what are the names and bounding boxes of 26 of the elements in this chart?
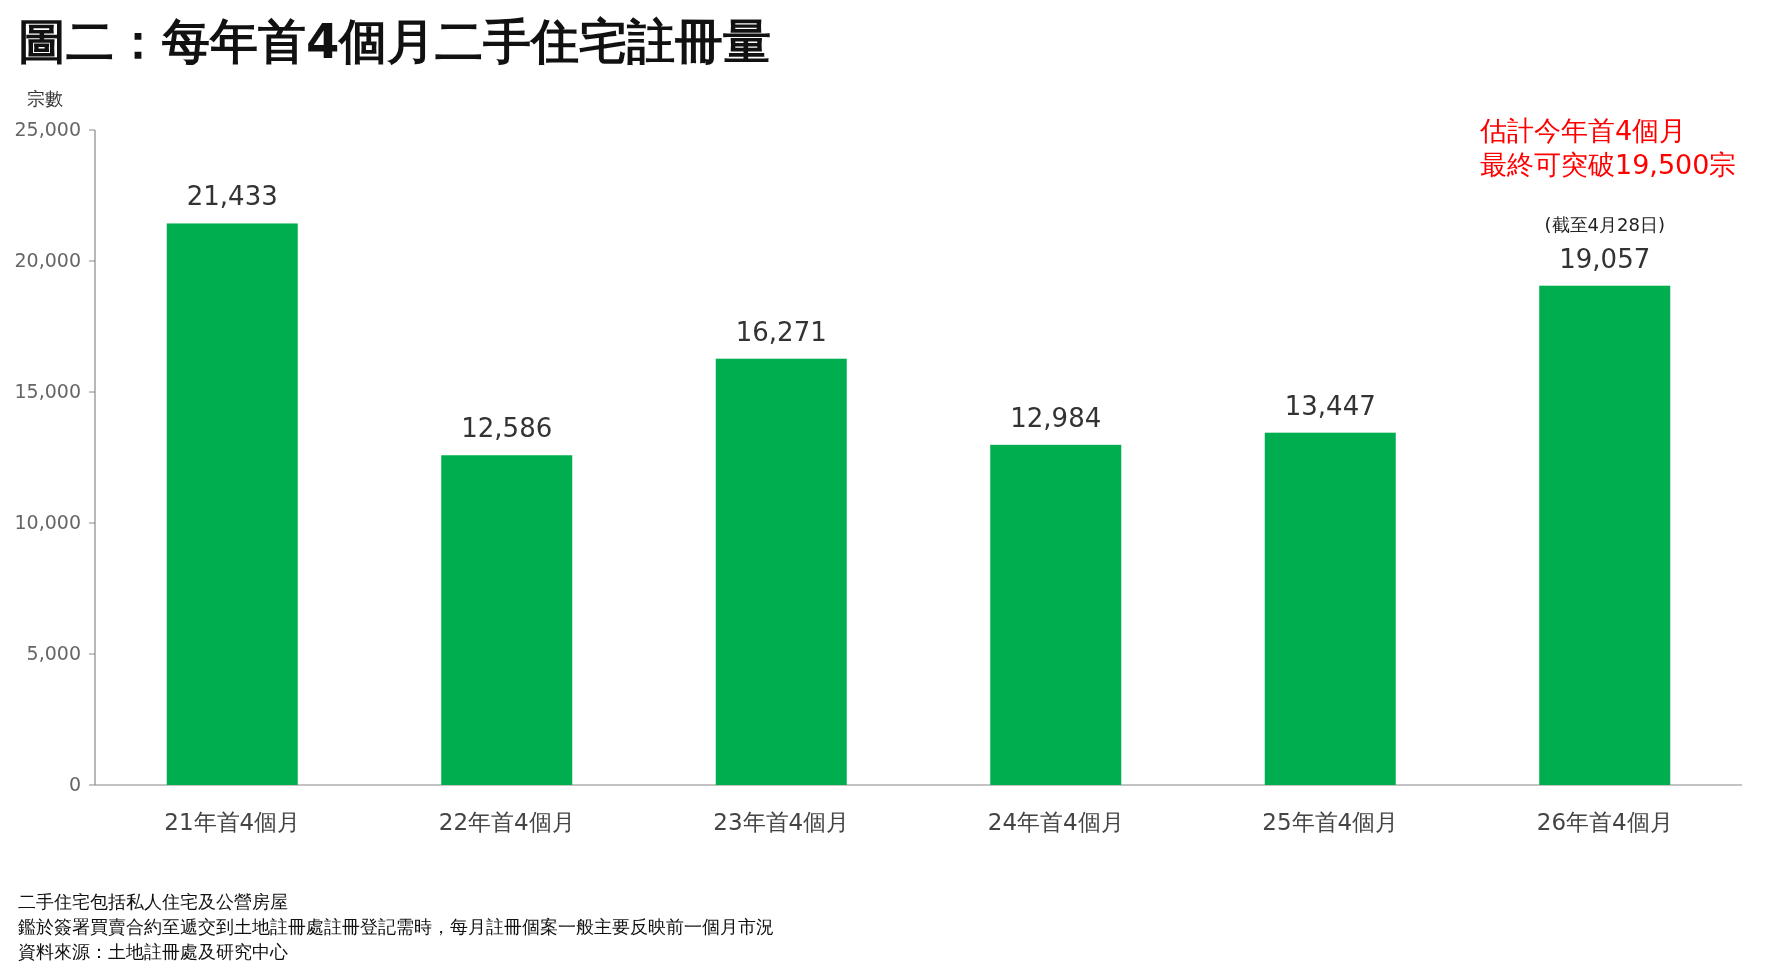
data-label: 19,057	[1559, 243, 1651, 274]
annotation: 二手住宅包括私人住宅及公營房屋	[18, 891, 288, 912]
xtick: 23年首4個月	[713, 809, 850, 835]
xtick: 22年首4個月	[438, 809, 575, 835]
ytick: 5,000	[26, 642, 81, 664]
data-label: 13,447	[1284, 390, 1376, 421]
annotation: 資料來源：土地註冊處及研究中心	[18, 941, 288, 962]
ytick: 0	[68, 773, 81, 795]
data-label: 21,433	[186, 181, 278, 212]
ytick: 20,000	[14, 249, 81, 271]
data-label: 12,984	[1010, 402, 1102, 433]
annotation: (截至4月28日)	[1544, 213, 1665, 235]
annotation: 最終可突破19,500宗	[1480, 149, 1737, 180]
xtick: 24年首4個月	[987, 809, 1124, 835]
annotation: 估計今年首4個月	[1480, 115, 1687, 146]
ytick: 10,000	[14, 511, 81, 533]
data-label: 12,586	[461, 413, 553, 444]
ylabel: 宗數	[27, 88, 63, 109]
xtick: 25年首4個月	[1262, 809, 1399, 835]
xtick: 26年首4個月	[1536, 809, 1673, 835]
data-label: 16,271	[735, 316, 827, 347]
ytick: 15,000	[14, 380, 81, 402]
annotation: 鑑於簽署買賣合約至遞交到土地註冊處註冊登記需時，每月註冊個案一般主要反映前一個月市況	[18, 916, 774, 937]
xtick: 21年首4個月	[164, 809, 301, 835]
title: 圖二：每年首4個月二手住宅註冊量	[18, 13, 772, 69]
ytick: 25,000	[14, 118, 81, 140]
